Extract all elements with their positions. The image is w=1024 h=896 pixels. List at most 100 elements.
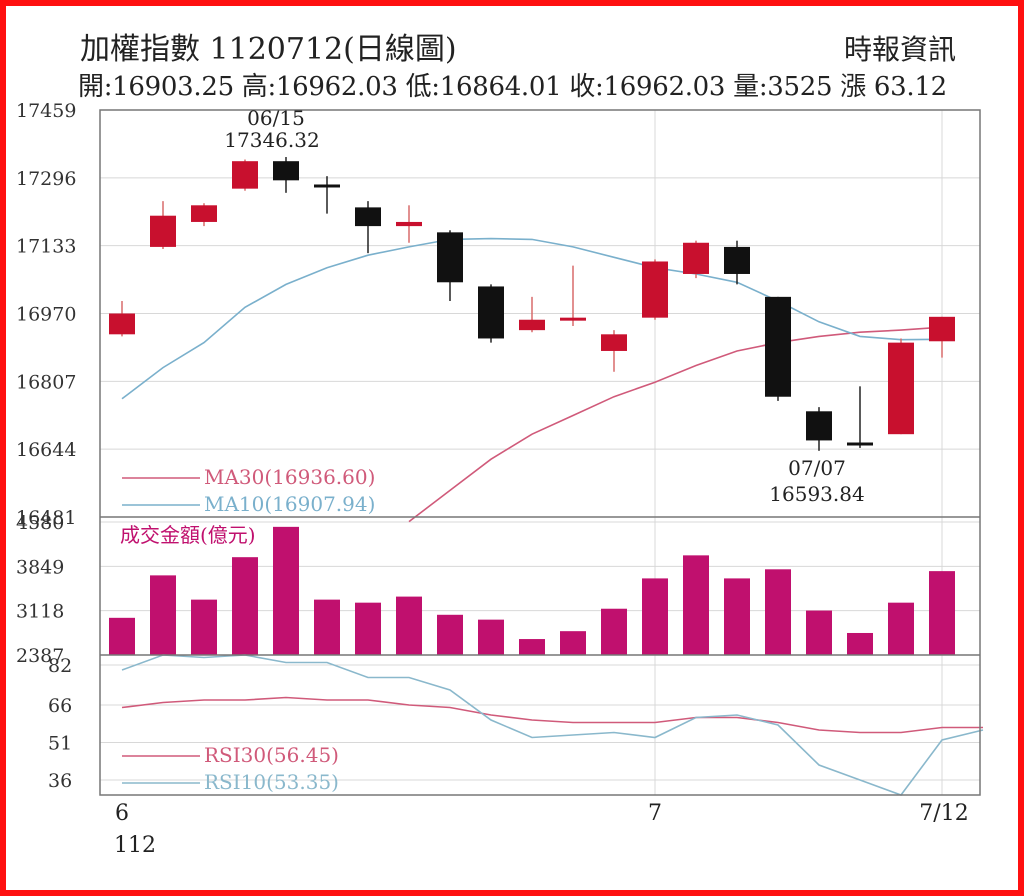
volume-bar [888,602,914,655]
volume-bar [765,569,791,655]
volume-bars [109,526,955,655]
volume-bar [437,614,463,655]
candle-body [560,317,586,321]
candle [232,159,258,191]
volume-bar [232,557,258,655]
candle [150,201,176,249]
grid-lines [100,109,980,795]
candle [847,386,873,448]
volume-bar [109,617,135,655]
price-tick-label: 17133 [16,236,76,258]
candle-body [601,334,627,351]
ma10-line [121,237,943,400]
ma10-legend-label: MA10(16907.94) [204,492,375,516]
volume-bar [150,575,176,655]
rsi-tick-label: 36 [48,770,72,792]
volume-tick-label: 3849 [16,556,64,578]
candle-body [191,205,217,222]
candle-body [232,161,258,189]
candle [601,330,627,372]
rsi-tick-label: 66 [48,695,72,717]
volume-tick-label: 2387 [16,645,64,667]
candle-body [642,261,668,318]
candle-body [478,286,504,339]
volume-title-layer: 成交金額(億元) [120,523,256,547]
volume-bar [806,610,832,655]
price-tick-label: 16970 [16,304,76,326]
candle-body [355,207,381,227]
candle-body [847,442,873,446]
candle [191,203,217,227]
candle [724,240,750,285]
rsi30-line [121,696,983,734]
candle [765,296,791,401]
candle [929,316,955,358]
rsi10-legend-label: RSI10(53.35) [204,770,339,794]
candle-body [929,316,955,342]
candle [560,265,586,326]
candle-body [437,232,463,283]
x-tick-label: 6 [115,801,129,826]
legends: MA30(16936.60) MA10(16907.94) RSI30(56.45)… [122,465,375,794]
candle-body [273,161,299,181]
candle [519,296,545,333]
low-annotation-value: 16593.84 [769,482,864,506]
volume-title: 成交金額(億元) [120,523,256,547]
candle-body [765,296,791,397]
candle [888,338,914,435]
x-tick-label: 7/12 [919,801,968,826]
candle-body [806,411,832,441]
candle [314,176,340,214]
volume-bar [929,571,955,655]
candle [437,230,463,302]
price-tick-label: 17459 [16,100,76,122]
volume-bar [601,608,627,655]
candle [683,240,709,279]
candle [355,201,381,254]
ohlc-summary: 開:16903.25 高:16962.03 低:16864.01 收:16962… [78,72,947,102]
rsi-tick-label: 82 [48,655,72,677]
volume-tick-label: 3118 [16,601,64,623]
volume-bar [560,631,586,655]
volume-bar [724,578,750,655]
candle-body [396,221,422,227]
rsi-tick-label: 51 [48,733,72,755]
rsi10-line [121,654,984,796]
plot-border [99,109,981,796]
volume-tick-label: 4580 [16,512,64,534]
candle [109,301,135,337]
volume-bar [191,599,217,655]
candle-body [683,242,709,274]
volume-bar [314,599,340,655]
candle-body [888,342,914,435]
chart-title: 加權指數 1120712(日線圖) [80,32,457,67]
volume-bar [642,578,668,655]
candle-body [519,319,545,331]
candle [642,259,668,320]
price-tick-label: 16644 [16,439,76,461]
volume-bar [355,602,381,655]
high-annotation-date: 06/15 [247,106,305,130]
x-tick-label: 112 [114,833,156,858]
rsi30-legend-label: RSI30(56.45) [204,743,339,767]
rsi-lines [121,654,984,796]
candle-body [150,215,176,247]
ma30-legend-label: MA30(16936.60) [204,465,375,489]
low-annotation-date: 07/07 [788,456,846,480]
candle [273,157,299,193]
candlesticks [109,157,955,451]
price-tick-label: 16807 [16,371,76,393]
price-tick-label: 16481 [16,507,76,529]
volume-bar [396,596,422,655]
candle [396,205,422,243]
volume-bar [478,619,504,655]
volume-bar [847,632,873,655]
candle-body [724,246,750,274]
candle-body [314,184,340,188]
x-tick-label: 7 [648,801,662,826]
candle [806,407,832,451]
